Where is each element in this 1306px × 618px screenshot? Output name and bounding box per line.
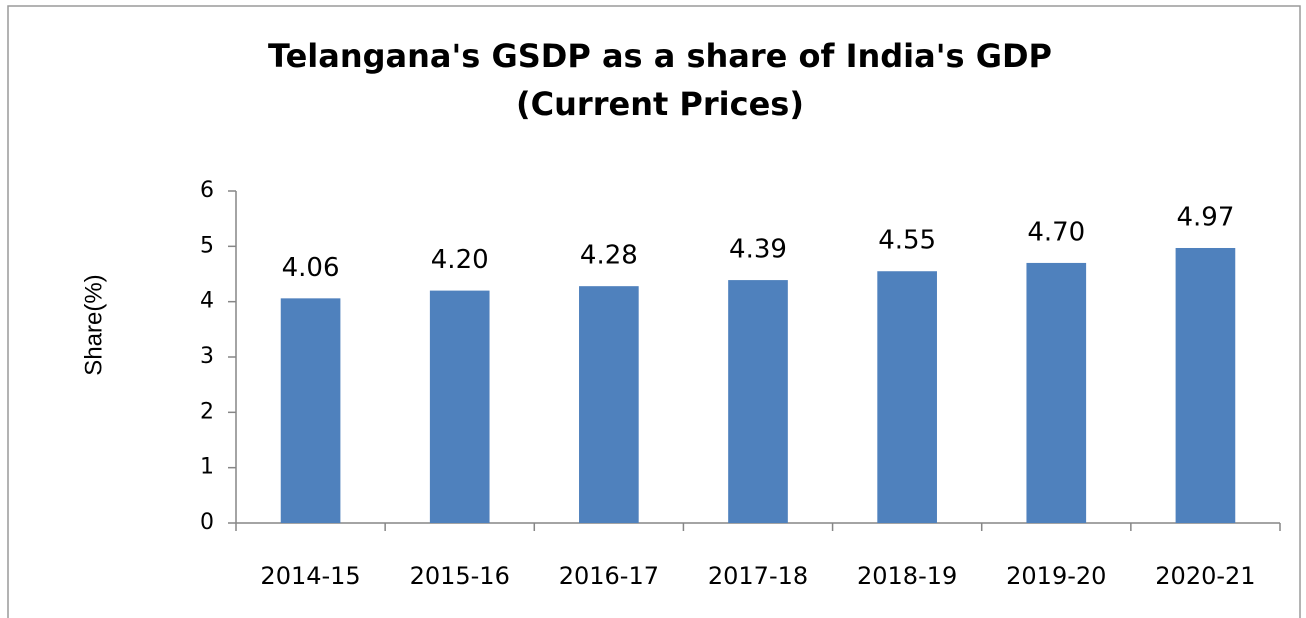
bar (429, 290, 490, 523)
y-tick-label: 2 (200, 399, 214, 424)
data-label: 4.28 (580, 241, 638, 271)
bar (1026, 262, 1087, 523)
y-tick-label: 3 (200, 344, 214, 369)
x-tick-label: 2019-20 (1006, 562, 1106, 590)
y-tick-label: 1 (200, 455, 214, 480)
data-label: 4.20 (431, 245, 489, 275)
y-tick-label: 0 (200, 510, 214, 535)
x-tick-label: 2016-17 (559, 562, 659, 590)
y-tick-label: 6 (200, 178, 214, 203)
x-tick-label: 2018-19 (857, 562, 957, 590)
bar (728, 280, 788, 523)
x-tick-label: 2014-15 (260, 562, 360, 590)
x-tick-label: 2017-18 (708, 562, 808, 590)
data-label: 4.70 (1027, 217, 1085, 247)
bar (579, 286, 639, 523)
x-tick-label: 2020-21 (1155, 562, 1255, 590)
data-label: 4.39 (729, 235, 787, 265)
y-axis-label: Share(%) (80, 274, 107, 375)
data-label: 4.97 (1176, 202, 1234, 232)
chart-frame (7, 5, 1301, 618)
chart-subtitle: (Current Prices) (516, 85, 804, 123)
y-tick-label: 4 (200, 289, 214, 314)
chart-title: Telangana's GSDP as a share of India's G… (268, 37, 1052, 75)
y-tick-label: 5 (200, 233, 214, 258)
x-tick-label: 2015-16 (410, 562, 510, 590)
bar (877, 271, 937, 523)
data-label: 4.06 (282, 253, 340, 283)
bar (280, 298, 341, 523)
bar (1175, 247, 1236, 523)
data-label: 4.55 (878, 226, 936, 256)
